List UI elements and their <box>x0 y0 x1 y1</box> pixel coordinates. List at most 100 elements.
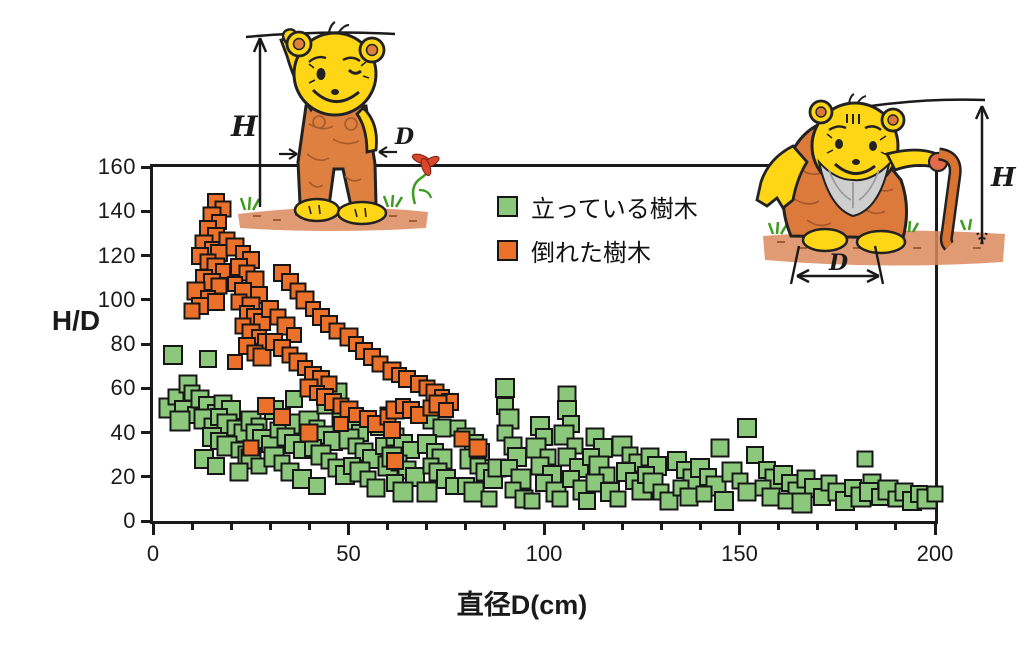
standing-tree-point <box>198 350 217 369</box>
y-tick-label: 40 <box>110 419 136 445</box>
x-minor-tick-mark <box>620 524 624 530</box>
fallen-tree-point <box>242 439 260 457</box>
x-minor-tick-mark <box>503 524 507 530</box>
y-tick-label: 20 <box>110 463 136 489</box>
y-tick-mark <box>141 386 150 390</box>
x-axis-title: 直径D(cm) <box>456 590 588 620</box>
x-minor-tick-mark <box>307 524 311 530</box>
x-minor-tick-mark <box>464 524 468 530</box>
y-axis-title: H/D <box>51 305 101 336</box>
fallen-tree-point <box>438 402 455 419</box>
x-major-tick-mark <box>151 524 155 535</box>
old-bear-illustration: H D <box>755 93 1017 285</box>
fallen-tree-point <box>332 415 349 432</box>
standing-tree-point <box>856 450 874 468</box>
fallen-tree-point <box>299 423 319 442</box>
height-measure-arrow <box>245 31 396 207</box>
standing-tree-point <box>494 378 515 399</box>
y-tick-label: 0 <box>123 508 136 533</box>
standing-tree-point <box>551 490 569 508</box>
standing-tree-point <box>710 438 730 458</box>
x-minor-tick-mark <box>659 524 663 530</box>
fallen-tree-point <box>252 347 272 367</box>
y-tick-mark <box>141 298 150 302</box>
standing-tree-point <box>308 476 327 495</box>
x-minor-tick-mark <box>777 524 781 530</box>
y-tick-label: 120 <box>97 242 136 268</box>
standing-trees-swatch-icon <box>497 196 518 217</box>
y-tick-mark <box>141 342 150 346</box>
y-tick-mark <box>141 431 150 434</box>
fallen-tree-point <box>183 302 201 320</box>
x-major-tick-mark <box>347 524 350 535</box>
x-minor-tick-mark <box>268 524 272 530</box>
standing-tree-point <box>578 492 596 511</box>
hair-tuft-icon <box>327 21 350 33</box>
x-major-tick-mark <box>542 524 546 535</box>
x-tick-label: 150 <box>721 541 758 566</box>
standing-tree-point <box>609 490 627 508</box>
standing-tree-point <box>284 390 303 409</box>
legend-item-standing-trees: 立っている樹木 <box>497 189 698 224</box>
standing-tree-point <box>392 481 414 503</box>
legend: 立っている樹木 倒れた樹木 <box>497 189 698 268</box>
standing-tree-point <box>169 410 191 432</box>
standing-tree-point <box>737 418 758 439</box>
flower-icon <box>411 153 440 205</box>
standing-tree-point <box>695 485 713 503</box>
fallen-tree-point <box>386 452 405 471</box>
fallen-tree-point <box>257 396 276 415</box>
diameter-measure-arrow <box>279 146 397 160</box>
standing-tree-point <box>229 462 249 482</box>
x-minor-tick-mark <box>698 524 702 530</box>
standing-bear-illustration: H D <box>230 21 440 231</box>
y-tick-label: 100 <box>97 286 136 312</box>
y-tick-label: 160 <box>97 154 136 179</box>
y-tick-mark <box>141 519 150 523</box>
standing-tree-point <box>366 478 386 498</box>
diameter-measure-arrow <box>789 245 885 285</box>
fallen-tree-point <box>468 438 488 458</box>
diameter-annotation: D <box>828 250 848 276</box>
standing-tree-point <box>713 491 734 512</box>
y-tick-mark <box>141 254 150 257</box>
standing-tree-point <box>162 345 183 366</box>
legend-label: 倒れた樹木 <box>531 240 651 267</box>
standing-tree-point <box>791 492 813 514</box>
fallen-tree-point <box>206 292 225 311</box>
x-minor-tick-mark <box>581 524 585 530</box>
x-tick-label: 100 <box>525 541 563 566</box>
fallen-trees-swatch-icon <box>497 240 518 261</box>
standing-tree-point <box>926 485 944 503</box>
y-tick-label: 80 <box>110 331 136 356</box>
fallen-tree-point <box>285 327 302 344</box>
y-tick-label: 140 <box>97 198 136 224</box>
x-minor-tick-mark <box>425 524 429 530</box>
x-tick-label: 200 <box>916 541 954 566</box>
standing-tree-point <box>416 481 438 503</box>
diameter-annotation: D <box>394 124 414 150</box>
x-minor-tick-mark <box>816 524 820 530</box>
x-tick-label: 50 <box>336 541 361 566</box>
x-minor-tick-mark <box>894 524 898 530</box>
x-tick-label: 0 <box>146 541 160 566</box>
standing-tree-point <box>746 445 765 464</box>
legend-item-fallen-trees: 倒れた樹木 <box>497 233 698 268</box>
height-annotation: H <box>990 163 1017 193</box>
standing-tree-point <box>206 456 225 475</box>
x-major-tick-mark <box>933 524 937 535</box>
standing-tree-point <box>659 491 679 511</box>
standing-tree-point <box>523 492 541 510</box>
x-minor-tick-mark <box>229 524 233 530</box>
y-tick-mark <box>141 165 150 169</box>
legend-label: 立っている樹木 <box>531 196 698 223</box>
fallen-tree-point <box>227 353 244 370</box>
standing-tree-point <box>480 490 498 508</box>
fallen-tree-point <box>382 421 401 440</box>
wrinkle-lines-icon <box>846 93 867 124</box>
height-measure-arrow <box>870 98 990 245</box>
x-minor-tick-mark <box>386 524 390 530</box>
x-minor-tick-mark <box>190 524 194 530</box>
height-annotation: H <box>230 110 259 143</box>
x-major-tick-mark <box>738 524 741 535</box>
